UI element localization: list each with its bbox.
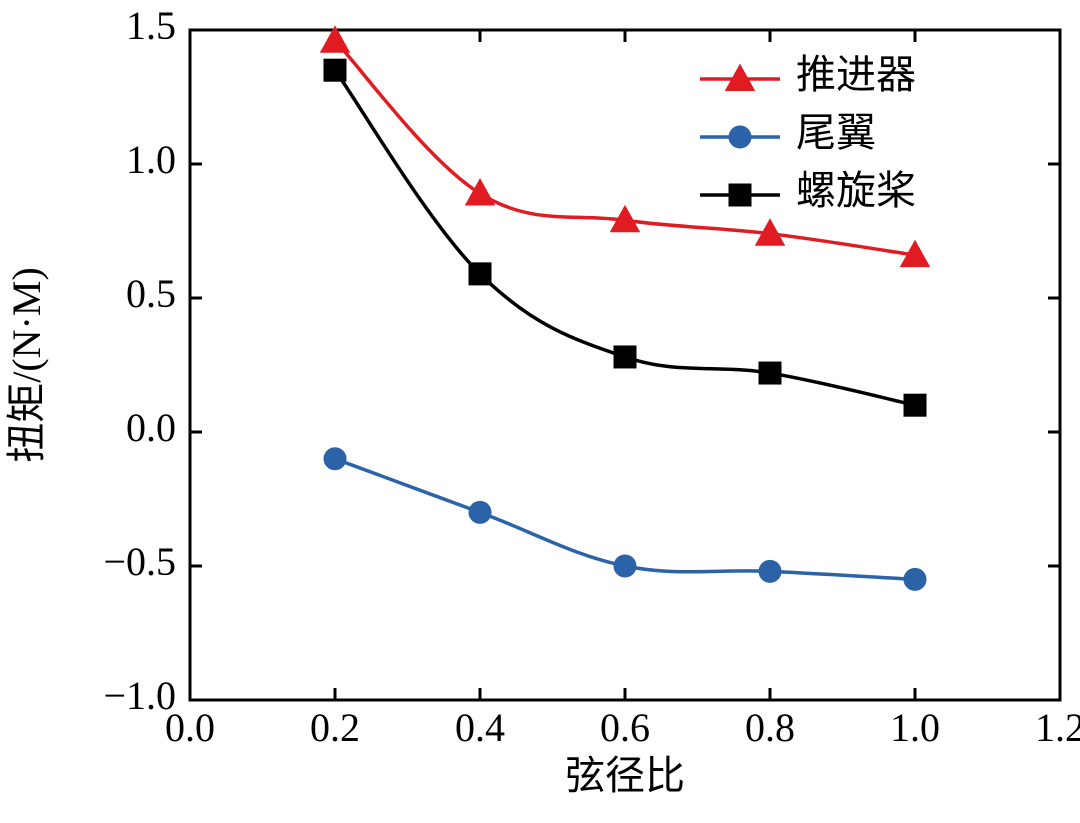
- x-tick-label: 0.4: [455, 705, 505, 750]
- legend-label-2: 螺旋桨: [796, 168, 916, 213]
- torque-vs-chord-ratio-chart: 0.00.20.40.60.81.01.2−1.0−0.50.00.51.01.…: [0, 0, 1080, 823]
- x-tick-label: 0.2: [310, 705, 360, 750]
- y-tick-label: 0.0: [126, 405, 176, 450]
- legend-label-1: 尾翼: [796, 110, 876, 155]
- y-tick-label: −0.5: [103, 539, 176, 584]
- x-tick-label: 0.8: [745, 705, 795, 750]
- y-tick-label: 1.0: [126, 137, 176, 182]
- x-tick-label: 1.2: [1035, 705, 1080, 750]
- y-tick-label: −1.0: [103, 673, 176, 718]
- x-tick-label: 0.6: [600, 705, 650, 750]
- x-tick-label: 1.0: [890, 705, 940, 750]
- y-tick-label: 1.5: [126, 3, 176, 48]
- x-axis-label: 弦径比: [565, 753, 685, 798]
- y-axis-label: 扭矩/(N·M): [4, 267, 49, 463]
- y-tick-label: 0.5: [126, 271, 176, 316]
- legend-label-0: 推进器: [796, 52, 916, 97]
